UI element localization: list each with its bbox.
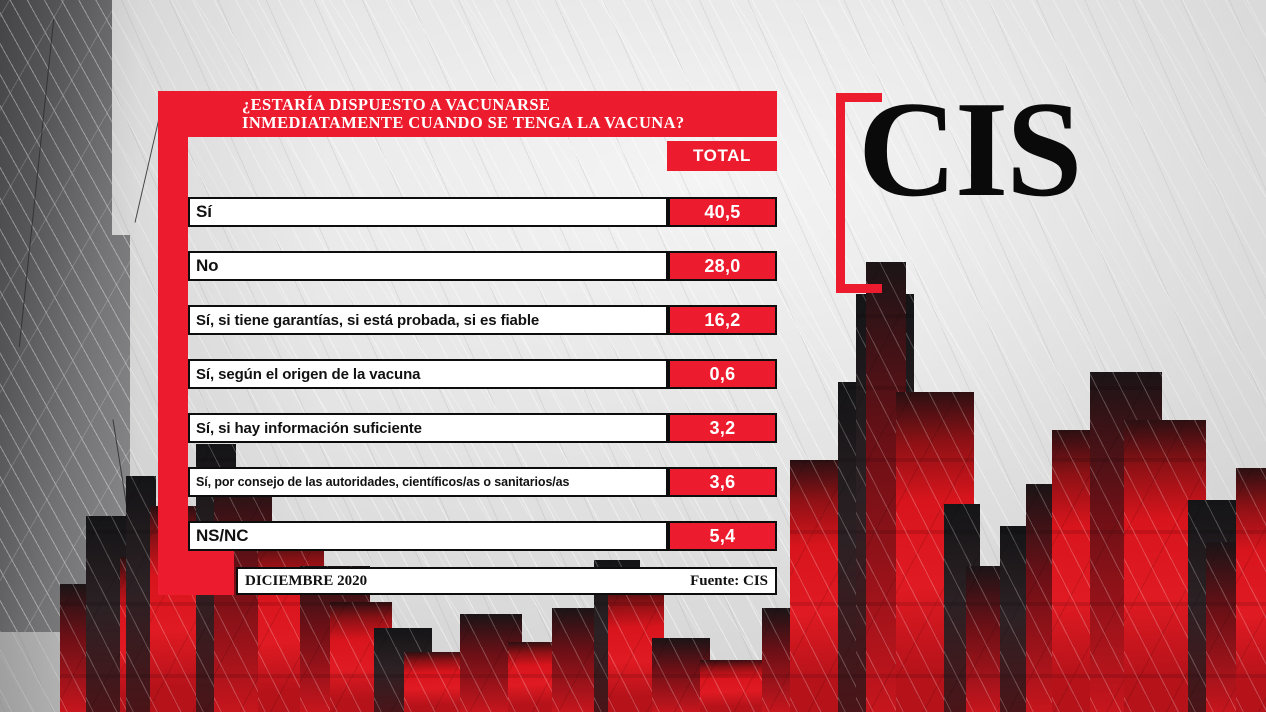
question-title: ¿ESTARÍA DISPUESTO A VACUNARSE INMEDIATA… [232, 91, 777, 137]
city-skyline [0, 242, 1266, 712]
answer-label: Sí, según el origen de la vacuna [188, 359, 668, 389]
answer-row: NS/NC 5,4 [188, 521, 777, 551]
answer-value: 3,6 [668, 467, 777, 497]
answer-value: 28,0 [668, 251, 777, 281]
answer-label: Sí [188, 197, 668, 227]
answer-label: NS/NC [188, 521, 668, 551]
question-title-line2: INMEDIATAMENTE CUANDO SE TENGA LA VACUNA… [242, 113, 685, 132]
answer-label: Sí, si tiene garantías, si está probada,… [188, 305, 668, 335]
answer-row: Sí, si tiene garantías, si está probada,… [188, 305, 777, 335]
answer-label: Sí, por consejo de las autoridades, cien… [188, 467, 668, 497]
answer-value: 3,2 [668, 413, 777, 443]
answer-row: Sí, según el origen de la vacuna 0,6 [188, 359, 777, 389]
footer-date: DICIEMBRE 2020 [245, 572, 368, 589]
skyline-building [404, 652, 470, 712]
answer-value: 16,2 [668, 305, 777, 335]
answer-rows: Sí 40,5 No 28,0 Sí, si tiene garantías, si e… [188, 197, 777, 551]
column-header-total: TOTAL [667, 141, 777, 171]
cis-logo: CIS [836, 81, 1082, 303]
question-title-line1: ¿ESTARÍA DISPUESTO A VACUNARSE [242, 95, 551, 114]
cis-bracket-icon [836, 93, 882, 293]
panel-footer: DICIEMBRE 2020 Fuente: CIS [236, 567, 777, 595]
skyline-building [700, 660, 762, 712]
answer-value: 0,6 [668, 359, 777, 389]
answer-value: 40,5 [668, 197, 777, 227]
skyline-building [1236, 468, 1266, 712]
cis-logo-text: CIS [858, 73, 1082, 225]
answer-row: Sí, por consejo de las autoridades, cien… [188, 467, 777, 497]
answer-value: 5,4 [668, 521, 777, 551]
answer-row: Sí, si hay información suficiente 3,2 [188, 413, 777, 443]
answer-row: Sí 40,5 [188, 197, 777, 227]
footer-source: Fuente: CIS [690, 572, 768, 589]
poll-panel: ¿ESTARÍA DISPUESTO A VACUNARSE INMEDIATA… [158, 91, 777, 595]
answer-row: No 28,0 [188, 251, 777, 281]
answer-label: No [188, 251, 668, 281]
answer-label: Sí, si hay información suficiente [188, 413, 668, 443]
